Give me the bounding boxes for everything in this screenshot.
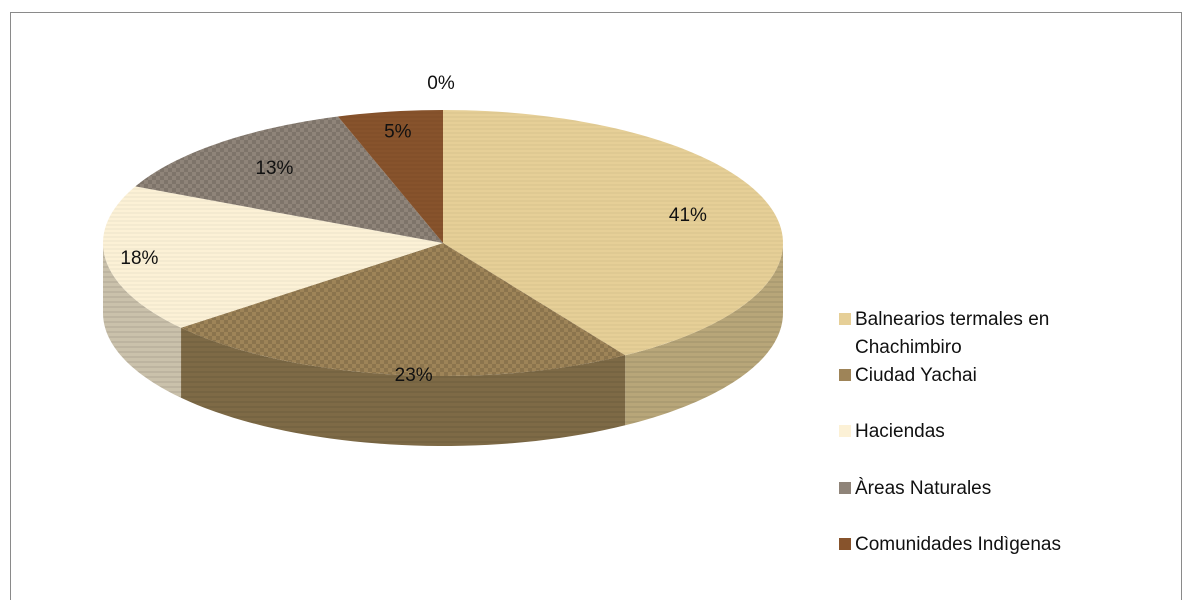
legend-label-3: Àreas Naturales	[855, 478, 991, 499]
legend-label-0-line2: Chachimbiro	[855, 337, 962, 358]
legend-label-2: Haciendas	[855, 421, 945, 442]
pie-slice-0	[443, 110, 783, 356]
pie-slice-3	[135, 116, 444, 243]
legend-item-4: Comunidades Indìgenas	[839, 534, 1061, 555]
legend-label-1: Ciudad Yachai	[855, 365, 977, 386]
legend-item-3: Àreas Naturales	[839, 478, 991, 499]
legend-swatch-3	[839, 482, 851, 494]
data-label-5: 0%	[427, 73, 455, 94]
legend-item-1: Ciudad Yachai	[839, 365, 977, 386]
legend-swatch-1	[839, 369, 851, 381]
data-label-0: 41%	[669, 205, 707, 226]
data-label-1: 23%	[395, 365, 433, 386]
legend-swatch-2	[839, 425, 851, 437]
data-label-3: 13%	[255, 158, 293, 179]
legend-label-0: Balnearios termales en	[855, 309, 1049, 330]
legend-item-0: Balnearios termales en Chachimbiro	[839, 309, 1049, 358]
legend-swatch-4	[839, 538, 851, 550]
pie-slice-4	[337, 110, 443, 243]
legend-label-4: Comunidades Indìgenas	[855, 534, 1061, 555]
pie-side-0	[625, 243, 783, 426]
pie-slice-2	[103, 186, 443, 328]
data-label-2: 18%	[120, 248, 158, 269]
data-label-4: 5%	[384, 121, 412, 142]
legend-swatch-0	[839, 313, 851, 325]
pie-slice-1	[181, 243, 626, 376]
pie-side-2	[103, 243, 182, 398]
legend-item-2: Haciendas	[839, 421, 945, 442]
pie-side-1	[181, 327, 626, 446]
